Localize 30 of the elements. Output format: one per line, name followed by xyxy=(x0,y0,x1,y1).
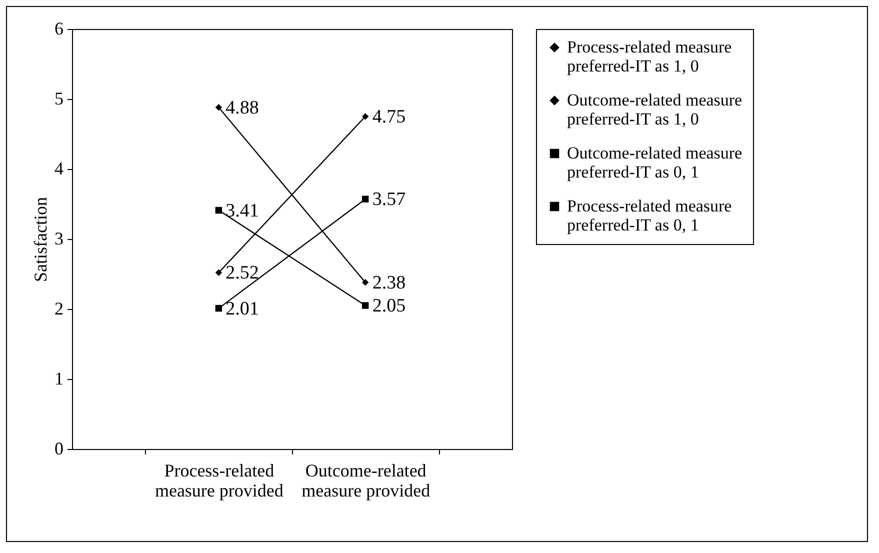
data-label: 2.01 xyxy=(226,298,259,320)
y-tick-label: 2 xyxy=(54,298,64,318)
data-label: 3.57 xyxy=(372,189,406,210)
legend-label: Process-related measure preferred-IT as 0, 1 xyxy=(567,196,732,234)
point xyxy=(362,302,369,309)
y-tick-label: 5 xyxy=(54,88,64,108)
point xyxy=(215,304,222,312)
point xyxy=(215,206,222,214)
data-label: 2.52 xyxy=(226,262,259,284)
y-tick-label: 1 xyxy=(54,368,64,388)
legend-label: Outcome-related measure preferred-IT as 1, 0 xyxy=(567,90,742,128)
y-tick-label: 0 xyxy=(54,438,64,458)
point xyxy=(362,279,369,286)
data-label: 4.75 xyxy=(372,106,406,128)
data-label: 2.05 xyxy=(372,296,406,316)
point xyxy=(362,113,369,120)
data-label: 4.88 xyxy=(226,97,259,118)
point xyxy=(215,104,222,111)
x-tick-label: Process-related measure provided xyxy=(154,460,284,500)
y-tick-label: 3 xyxy=(54,228,64,248)
x-tick-label: Outcome-related measure provided xyxy=(302,460,430,500)
data-label: 2.38 xyxy=(372,272,406,294)
legend-label: Process-related measure preferred-IT as 1, 0 xyxy=(567,38,732,76)
point xyxy=(362,196,369,202)
legend-label: Outcome-related measure preferred-IT as 0, 1 xyxy=(567,144,742,182)
y-axis-title: Satisfaction xyxy=(30,197,50,282)
y-tick-label: 6 xyxy=(54,18,64,38)
y-tick-label: 4 xyxy=(54,158,64,178)
point xyxy=(215,269,222,276)
data-label: 3.41 xyxy=(226,200,259,222)
